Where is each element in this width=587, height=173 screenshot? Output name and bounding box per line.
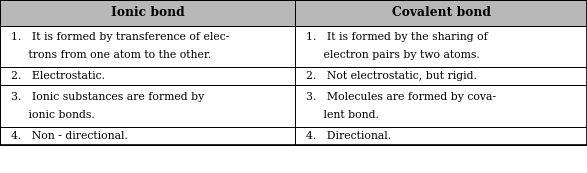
Text: 3.   Ionic substances are formed by: 3. Ionic substances are formed by — [11, 92, 204, 102]
Bar — [0, 26, 295, 67]
Text: Covalent bond: Covalent bond — [392, 6, 491, 19]
Text: 1.   It is formed by the sharing of: 1. It is formed by the sharing of — [306, 32, 488, 42]
Text: lent bond.: lent bond. — [306, 110, 379, 120]
Bar — [0, 67, 295, 85]
Text: 2.   Electrostatic.: 2. Electrostatic. — [11, 71, 104, 81]
Text: ionic bonds.: ionic bonds. — [11, 110, 95, 120]
Bar — [0, 0, 295, 26]
Bar — [0, 0, 587, 145]
Text: 4.   Non - directional.: 4. Non - directional. — [11, 131, 127, 141]
Bar — [0, 127, 295, 145]
Bar — [295, 0, 587, 26]
Text: 1.   It is formed by transference of elec-: 1. It is formed by transference of elec- — [11, 32, 229, 42]
Bar — [0, 85, 295, 127]
Text: 3.   Molecules are formed by cova-: 3. Molecules are formed by cova- — [306, 92, 496, 102]
Text: electron pairs by two atoms.: electron pairs by two atoms. — [306, 50, 480, 60]
Bar — [295, 67, 587, 85]
Text: 4.   Directional.: 4. Directional. — [306, 131, 391, 141]
Bar — [295, 127, 587, 145]
Bar — [295, 85, 587, 127]
Text: trons from one atom to the other.: trons from one atom to the other. — [11, 50, 211, 60]
Text: Ionic bond: Ionic bond — [111, 6, 184, 19]
Bar — [295, 26, 587, 67]
Text: 2.   Not electrostatic, but rigid.: 2. Not electrostatic, but rigid. — [306, 71, 477, 81]
